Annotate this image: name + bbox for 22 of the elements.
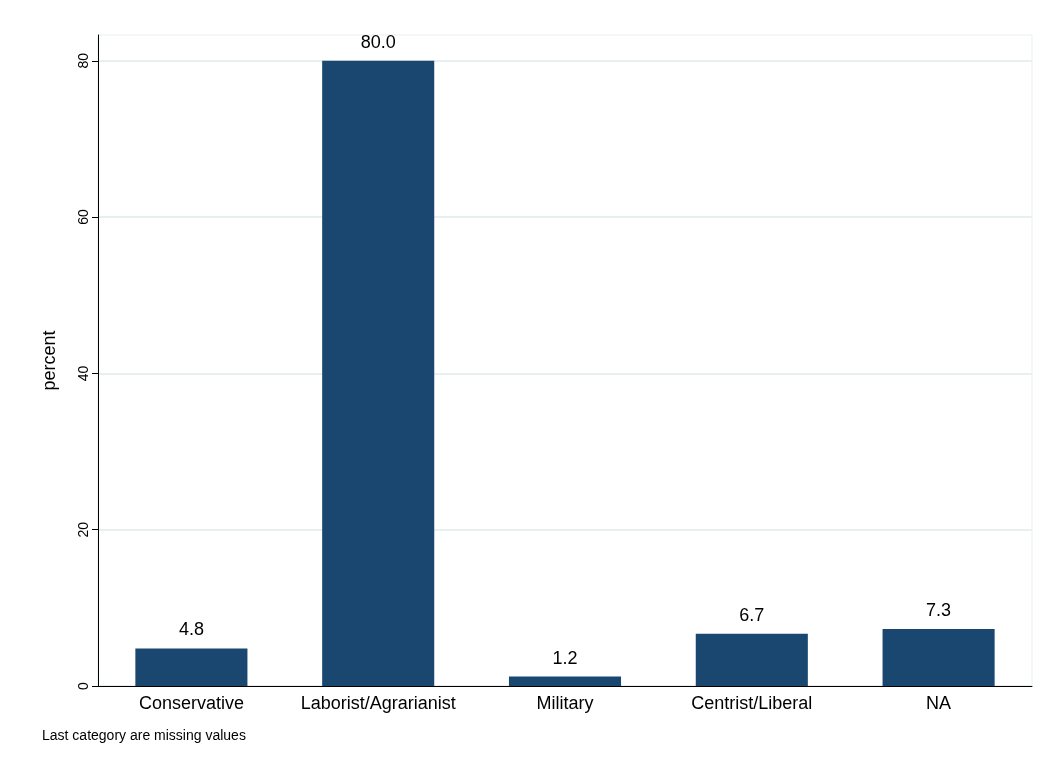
bar bbox=[508, 676, 622, 686]
data-label: 1.2 bbox=[552, 647, 578, 668]
x-tick-label: Laborist/Agrarianist bbox=[300, 693, 456, 713]
bar bbox=[135, 648, 248, 686]
bar bbox=[882, 628, 995, 686]
x-tick-label: NA bbox=[926, 693, 952, 713]
data-label: 6.7 bbox=[739, 604, 765, 625]
text: Last category are missing values bbox=[42, 727, 246, 743]
x-tick-label: Centrist/Liberal bbox=[691, 693, 813, 713]
x-tick-label: Military bbox=[536, 693, 594, 713]
bar bbox=[322, 60, 435, 686]
y-axis-title: percent bbox=[39, 330, 59, 391]
x-tick-label: Conservative bbox=[138, 693, 244, 713]
bar bbox=[695, 633, 808, 686]
y-tick-label: 20 bbox=[75, 521, 91, 538]
y-tick-label: 60 bbox=[75, 209, 91, 225]
y-tick-label: 80 bbox=[75, 52, 91, 69]
data-label: 4.8 bbox=[178, 619, 204, 640]
data-label: 7.3 bbox=[926, 599, 952, 620]
y-tick-label: 40 bbox=[75, 365, 91, 382]
y-tick-label: 0 bbox=[75, 681, 91, 690]
data-label: 80.0 bbox=[360, 31, 396, 52]
